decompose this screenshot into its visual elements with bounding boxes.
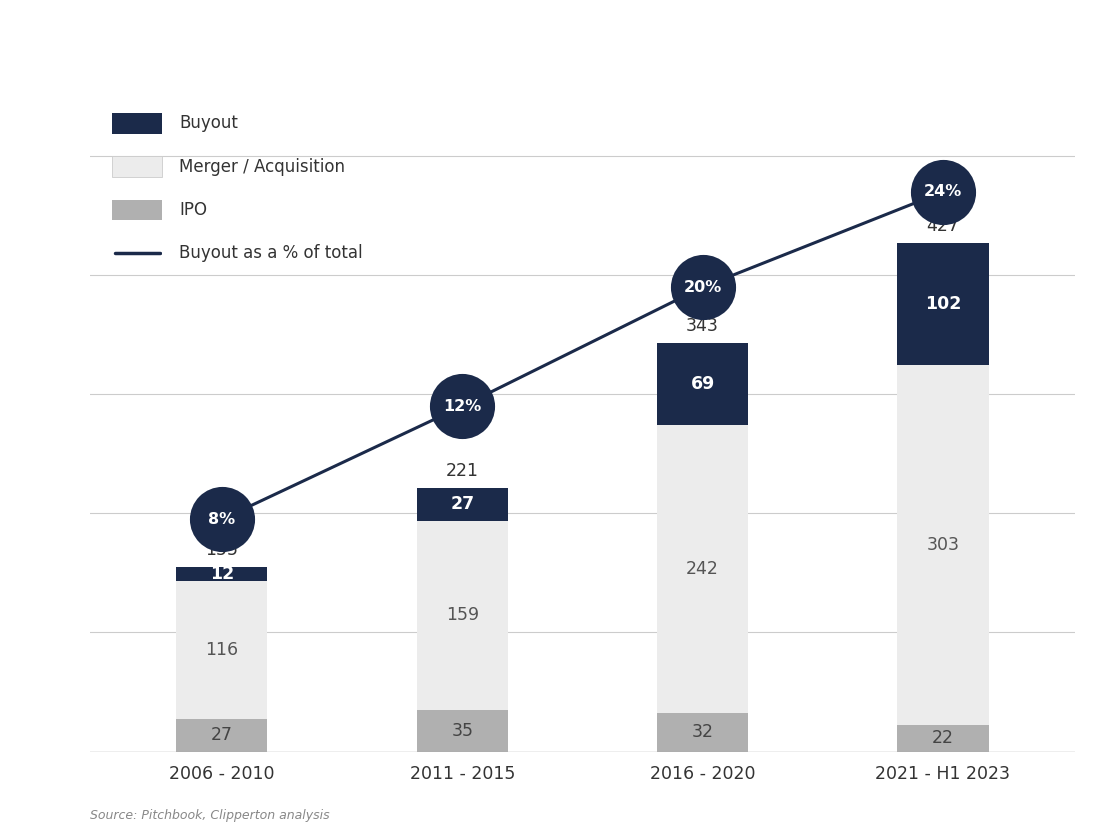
Text: Merger / Acquisition: Merger / Acquisition (179, 158, 345, 175)
Text: 12: 12 (209, 565, 234, 583)
Text: 69: 69 (690, 375, 715, 393)
Bar (657, 713, 748, 752)
Text: 159: 159 (446, 606, 478, 625)
Bar (657, 343, 748, 425)
Text: 427: 427 (926, 217, 960, 235)
Text: 343: 343 (687, 316, 719, 335)
Text: 155: 155 (205, 540, 239, 559)
Bar (176, 719, 268, 752)
Text: 22: 22 (932, 730, 954, 747)
Bar (417, 488, 507, 520)
Text: PE BUYOUT EXITS HAVE GAINED MOMENTUM IN VC-BACKED COMPANIES: PE BUYOUT EXITS HAVE GAINED MOMENTUM IN … (151, 34, 969, 53)
Bar (897, 243, 989, 365)
Bar (417, 710, 507, 752)
Bar (176, 567, 268, 581)
Text: 32: 32 (691, 723, 713, 741)
Text: 116: 116 (205, 641, 239, 660)
Point (693, 281, 711, 294)
Text: Buyout as a % of total: Buyout as a % of total (179, 245, 363, 262)
Text: Buyout: Buyout (179, 114, 239, 132)
Text: 242: 242 (687, 560, 719, 579)
Text: 303: 303 (926, 536, 960, 554)
Text: 102: 102 (925, 295, 961, 313)
Text: 221: 221 (446, 462, 478, 480)
Bar (417, 520, 507, 710)
Text: 20%: 20% (683, 280, 721, 295)
Bar (657, 425, 748, 713)
Text: 27: 27 (211, 726, 233, 745)
Text: Source: Pitchbook, Clipperton analysis: Source: Pitchbook, Clipperton analysis (90, 809, 329, 822)
Point (934, 185, 952, 199)
Text: 8%: 8% (208, 512, 235, 527)
Text: 27: 27 (450, 495, 474, 514)
Text: 12%: 12% (444, 398, 482, 413)
Point (213, 513, 231, 526)
Text: IPO: IPO (179, 201, 207, 219)
Bar (897, 726, 989, 752)
Text: 35: 35 (451, 721, 474, 740)
Text: 24%: 24% (924, 185, 962, 200)
Point (454, 399, 472, 412)
Bar (176, 581, 268, 719)
Bar (897, 365, 989, 726)
